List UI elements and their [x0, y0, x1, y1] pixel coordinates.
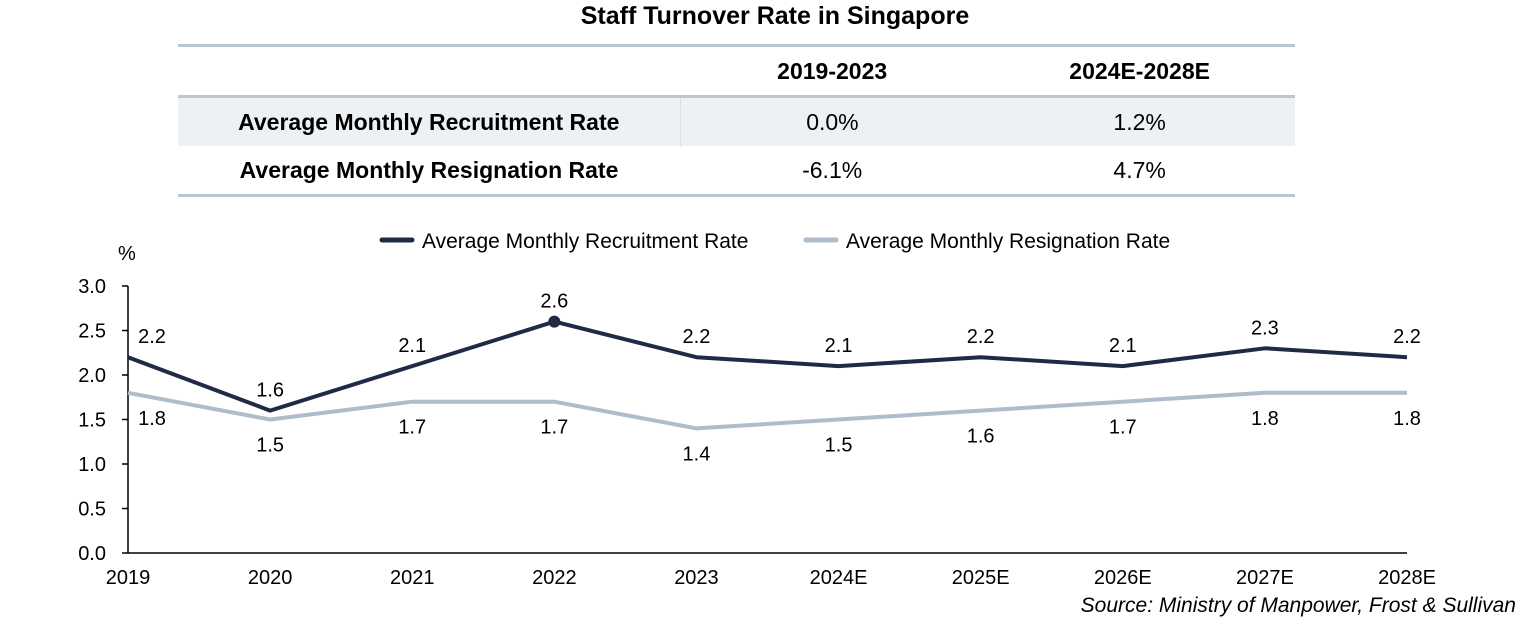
y-tick-label: 2.5 — [78, 321, 106, 343]
data-label: 1.8 — [1251, 408, 1279, 430]
y-tick-label: 3.0 — [78, 276, 106, 298]
table-header-period-2: 2024E-2028E — [984, 44, 1295, 98]
x-tick-label: 2024E — [810, 567, 868, 589]
data-label: 1.7 — [540, 417, 568, 439]
table-header-row: 2019-2023 2024E-2028E — [178, 44, 1295, 98]
series-line — [127, 390, 1407, 431]
table-row-label: Average Monthly Resignation Rate — [178, 146, 681, 197]
data-label: 1.6 — [967, 426, 995, 448]
data-label: 2.2 — [967, 326, 995, 348]
data-label: 2.1 — [825, 335, 853, 357]
table-row-recruitment: Average Monthly Recruitment Rate 0.0% 1.… — [178, 96, 1295, 146]
y-tick-label: 1.0 — [78, 454, 106, 476]
data-label: 2.2 — [683, 326, 711, 348]
data-label: 2.6 — [540, 291, 568, 313]
x-tick-label: 2022 — [532, 567, 577, 589]
x-tick-label: 2020 — [248, 567, 293, 589]
data-label: 1.7 — [398, 417, 426, 439]
x-tick-label: 2027E — [1236, 567, 1294, 589]
data-label: 1.8 — [138, 408, 166, 430]
source-note: Source: Ministry of Manpower, Frost & Su… — [1080, 594, 1516, 617]
x-tick-label: 2021 — [390, 567, 435, 589]
data-label: 1.8 — [1393, 408, 1421, 430]
table-cell: -6.1% — [680, 146, 985, 197]
x-tick-label: 2023 — [674, 567, 719, 589]
series-marker — [548, 315, 561, 328]
data-label: 1.5 — [256, 435, 284, 457]
y-tick-label: 1.5 — [78, 410, 106, 432]
table-header-period-1: 2019-2023 — [680, 44, 985, 98]
y-tick-label: 0.5 — [78, 499, 106, 521]
legend-label: Average Monthly Resignation Rate — [846, 230, 1170, 253]
x-tick-label: 2028E — [1378, 567, 1436, 589]
data-label: 2.2 — [1393, 326, 1421, 348]
data-label: 2.2 — [138, 326, 166, 348]
y-tick-label: 0.0 — [78, 543, 106, 565]
x-tick-label: 2026E — [1094, 567, 1152, 589]
table-row-label: Average Monthly Recruitment Rate — [178, 96, 681, 146]
data-label: 2.3 — [1251, 317, 1279, 339]
turnover-table: 2019-2023 2024E-2028E Average Monthly Re… — [178, 44, 1295, 197]
data-label: 1.7 — [1109, 417, 1137, 439]
table-row-resignation: Average Monthly Resignation Rate -6.1% 4… — [178, 146, 1295, 197]
table-cell: 0.0% — [680, 96, 985, 146]
y-axis-unit-label: % — [118, 243, 136, 265]
data-label: 2.1 — [398, 335, 426, 357]
table-cell: 4.7% — [984, 146, 1295, 197]
table-header-blank — [178, 44, 681, 98]
data-label: 1.6 — [256, 380, 284, 402]
x-tick-label: 2025E — [952, 567, 1010, 589]
table-cell: 1.2% — [984, 96, 1295, 146]
data-label: 1.5 — [825, 435, 853, 457]
table-title: Staff Turnover Rate in Singapore — [580, 2, 970, 30]
y-tick-label: 2.0 — [78, 365, 106, 387]
data-label: 1.4 — [683, 443, 711, 465]
x-tick-label: 2019 — [106, 567, 151, 589]
data-label: 2.1 — [1109, 335, 1137, 357]
series-line — [127, 319, 1408, 413]
legend-label: Average Monthly Recruitment Rate — [422, 230, 748, 253]
